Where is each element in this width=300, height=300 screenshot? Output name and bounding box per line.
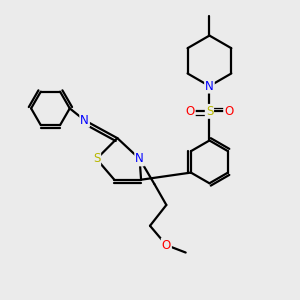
Text: O: O bbox=[185, 105, 195, 118]
Text: N: N bbox=[80, 114, 89, 127]
Text: N: N bbox=[135, 152, 144, 165]
Text: S: S bbox=[93, 152, 100, 165]
Text: S: S bbox=[206, 105, 213, 118]
Text: O: O bbox=[162, 238, 171, 252]
Text: N: N bbox=[205, 80, 214, 93]
Text: O: O bbox=[224, 105, 233, 118]
